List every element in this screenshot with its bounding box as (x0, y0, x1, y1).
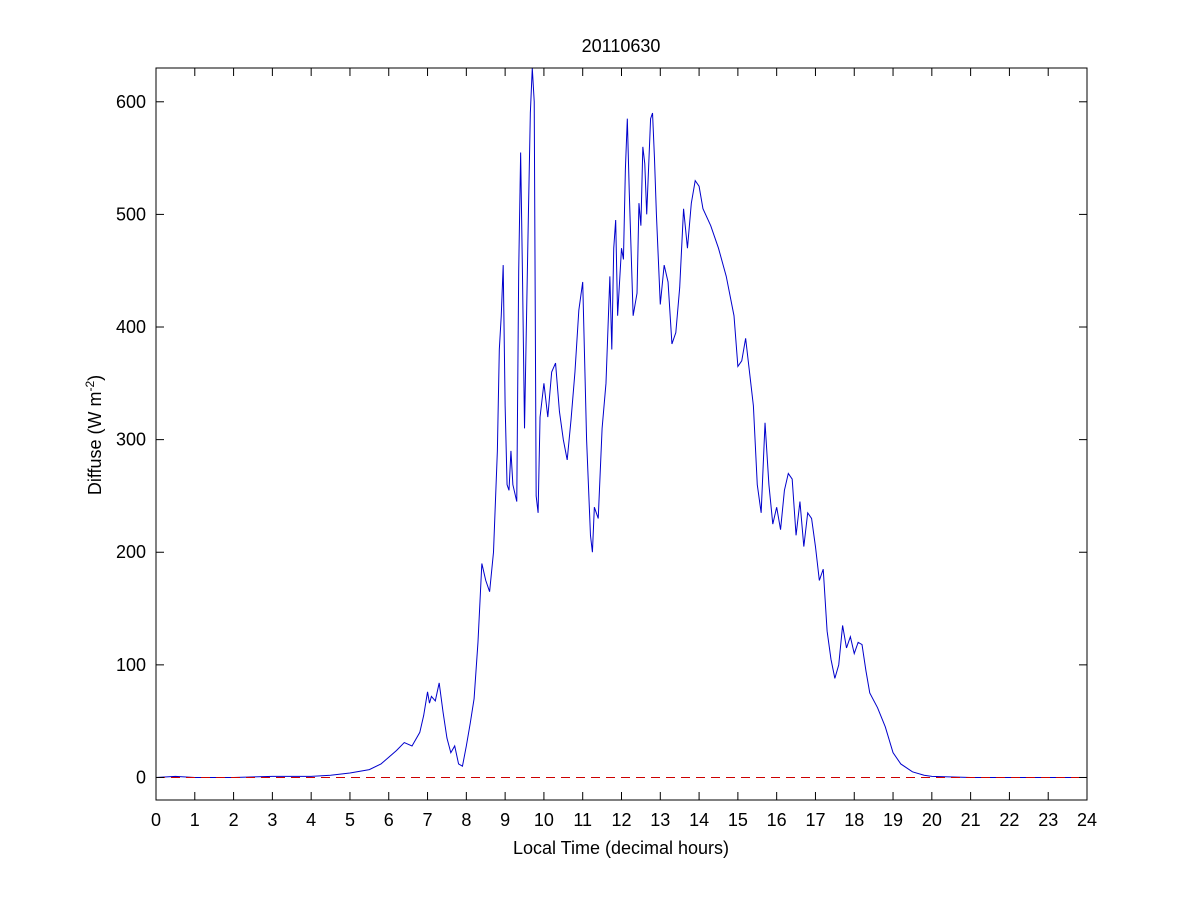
plot-area (155, 67, 1088, 801)
y-axis-label: Diffuse (W m-2) (83, 375, 105, 495)
x-tick-label-21: 21 (961, 810, 981, 830)
x-tick-label-16: 16 (767, 810, 787, 830)
y-tick-label-300: 300 (116, 430, 146, 450)
y-tick-label-400: 400 (116, 317, 146, 337)
x-tick-label-22: 22 (999, 810, 1019, 830)
x-tick-label-6: 6 (384, 810, 394, 830)
y-tick-label-100: 100 (116, 655, 146, 675)
x-tick-label-3: 3 (267, 810, 277, 830)
x-axis-label: Local Time (decimal hours) (513, 838, 729, 858)
x-axis: 0 1 2 3 4 5 6 7 8 9 10 11 12 13 14 15 16 17 18 19 20 21 22 23 24 (151, 68, 1097, 830)
x-tick-label-19: 19 (883, 810, 903, 830)
x-tick-label-4: 4 (306, 810, 316, 830)
y-tick-label-200: 200 (116, 542, 146, 562)
x-tick-label-8: 8 (461, 810, 471, 830)
y-axis-label-base: Diffuse (W m (85, 391, 105, 495)
y-axis-label-superscript: -2 (83, 380, 97, 391)
x-tick-label-17: 17 (805, 810, 825, 830)
x-tick-label-14: 14 (689, 810, 709, 830)
series-line-0 (155, 67, 1087, 778)
x-tick-label-0: 0 (151, 810, 161, 830)
x-tick-label-15: 15 (728, 810, 748, 830)
y-axis: 0 100 200 300 400 500 600 (116, 92, 1087, 787)
x-tick-label-13: 13 (650, 810, 670, 830)
x-tick-label-1: 1 (190, 810, 200, 830)
x-tick-label-2: 2 (229, 810, 239, 830)
x-tick-label-10: 10 (534, 810, 554, 830)
y-tick-label-0: 0 (136, 767, 146, 787)
x-tick-label-5: 5 (345, 810, 355, 830)
x-tick-label-9: 9 (500, 810, 510, 830)
chart-title: 20110630 (582, 36, 661, 56)
x-tick-label-12: 12 (611, 810, 631, 830)
x-tick-label-7: 7 (423, 810, 433, 830)
y-tick-label-600: 600 (116, 92, 146, 112)
x-tick-label-18: 18 (844, 810, 864, 830)
axes-frame (155, 67, 1088, 801)
y-axis-label-close: ) (85, 375, 105, 381)
x-tick-label-24: 24 (1077, 810, 1097, 830)
y-tick-label-500: 500 (116, 204, 146, 224)
x-tick-label-11: 11 (573, 810, 592, 830)
x-tick-label-23: 23 (1038, 810, 1058, 830)
x-tick-label-20: 20 (922, 810, 942, 830)
